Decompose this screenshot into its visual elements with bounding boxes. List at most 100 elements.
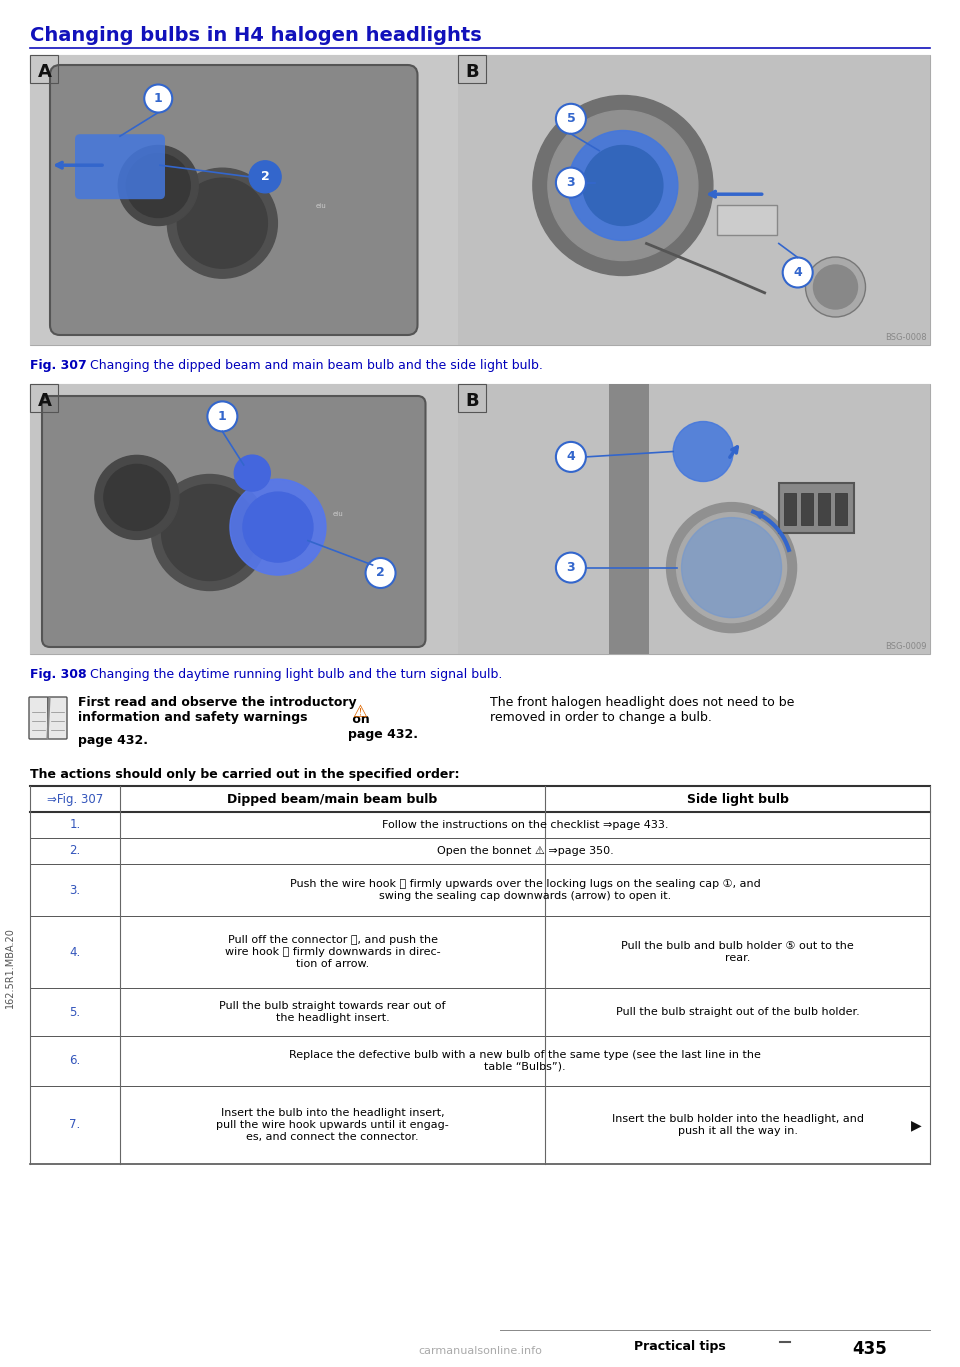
Circle shape — [677, 513, 786, 622]
Text: Pull the bulb and bulb holder ⑤ out to the
rear.: Pull the bulb and bulb holder ⑤ out to t… — [621, 942, 853, 962]
Bar — [30, 384, 458, 653]
Circle shape — [127, 153, 190, 217]
Circle shape — [682, 518, 781, 618]
Text: 6.: 6. — [69, 1054, 81, 1068]
Text: Insert the bulb into the headlight insert,
pull the wire hook upwards until it e: Insert the bulb into the headlight inser… — [216, 1109, 449, 1141]
Text: Push the wire hook Ⓒ firmly upwards over the locking lugs on the sealing cap ①, : Push the wire hook Ⓒ firmly upwards over… — [290, 879, 760, 901]
Text: 3.: 3. — [69, 883, 81, 897]
Text: 7.: 7. — [69, 1118, 81, 1132]
Text: Practical tips: Practical tips — [635, 1340, 726, 1353]
Bar — [717, 205, 778, 235]
Text: Changing the dipped beam and main beam bulb and the side light bulb.: Changing the dipped beam and main beam b… — [82, 360, 542, 372]
Bar — [30, 384, 58, 411]
Bar — [818, 492, 829, 525]
Text: Changing the daytime running light bulb and the turn signal bulb.: Changing the daytime running light bulb … — [82, 668, 502, 681]
Circle shape — [556, 168, 586, 198]
Circle shape — [548, 111, 698, 261]
Text: 1: 1 — [218, 410, 227, 422]
Circle shape — [161, 484, 257, 581]
Text: 1.: 1. — [69, 819, 81, 831]
Circle shape — [178, 178, 268, 268]
Text: Side light bulb: Side light bulb — [686, 793, 788, 805]
Circle shape — [583, 145, 662, 226]
Text: 3: 3 — [566, 176, 575, 189]
Circle shape — [243, 492, 313, 562]
Circle shape — [533, 96, 713, 276]
Bar — [783, 492, 796, 525]
Circle shape — [95, 455, 179, 540]
Bar — [801, 492, 813, 525]
Bar — [30, 55, 58, 83]
Circle shape — [167, 168, 277, 279]
Bar — [30, 55, 458, 344]
Circle shape — [144, 85, 172, 112]
Text: 2: 2 — [376, 566, 385, 580]
Circle shape — [250, 161, 281, 193]
Bar — [458, 384, 486, 411]
Circle shape — [673, 421, 733, 481]
Text: Replace the defective bulb with a new bulb of the same type (see the last line i: Replace the defective bulb with a new bu… — [289, 1050, 761, 1072]
Circle shape — [568, 130, 678, 241]
Bar — [458, 55, 930, 344]
Circle shape — [104, 465, 170, 530]
Text: BSG-0009: BSG-0009 — [885, 642, 927, 651]
Text: eiu: eiu — [315, 202, 326, 209]
Bar — [30, 384, 930, 653]
FancyBboxPatch shape — [50, 66, 418, 335]
Circle shape — [207, 402, 237, 432]
Text: BSG-0008: BSG-0008 — [885, 334, 927, 342]
Circle shape — [230, 478, 326, 576]
Text: Open the bonnet ⚠ ⇒page 350.: Open the bonnet ⚠ ⇒page 350. — [437, 846, 613, 856]
Text: 2.: 2. — [69, 845, 81, 857]
Text: Fig. 308: Fig. 308 — [30, 668, 86, 681]
Circle shape — [666, 503, 797, 633]
Text: 1: 1 — [154, 92, 162, 105]
Circle shape — [118, 145, 199, 226]
Bar — [458, 55, 486, 83]
FancyBboxPatch shape — [29, 697, 48, 740]
Circle shape — [556, 104, 586, 134]
Bar — [609, 384, 649, 653]
Text: 5: 5 — [566, 112, 575, 126]
Circle shape — [234, 455, 271, 491]
Text: Pull the bulb straight out of the bulb holder.: Pull the bulb straight out of the bulb h… — [615, 1007, 859, 1017]
Text: 435: 435 — [852, 1340, 887, 1357]
FancyBboxPatch shape — [48, 697, 67, 740]
Text: The front halogen headlight does not need to be
removed in order to change a bul: The front halogen headlight does not nee… — [490, 696, 794, 725]
Bar — [835, 492, 847, 525]
Text: 4: 4 — [793, 267, 802, 279]
Text: on
page 432.: on page 432. — [348, 714, 418, 741]
Text: First read and observe the introductory
information and safety warnings: First read and observe the introductory … — [78, 696, 356, 725]
Circle shape — [805, 257, 866, 317]
Text: B: B — [466, 63, 479, 81]
Text: ⚠: ⚠ — [352, 703, 368, 720]
Text: A: A — [38, 392, 52, 410]
Text: B: B — [466, 392, 479, 410]
Text: ⇒Fig. 307: ⇒Fig. 307 — [47, 793, 103, 805]
Text: Insert the bulb holder into the headlight, and
push it all the way in.: Insert the bulb holder into the headligh… — [612, 1114, 863, 1136]
Text: page 432.: page 432. — [78, 734, 148, 746]
Text: ▶: ▶ — [911, 1118, 922, 1132]
FancyBboxPatch shape — [42, 396, 425, 647]
Circle shape — [556, 552, 586, 582]
Text: 162.5R1.MBA.20: 162.5R1.MBA.20 — [5, 928, 15, 1009]
Text: 5.: 5. — [69, 1006, 81, 1018]
Circle shape — [782, 257, 813, 287]
Text: eiu: eiu — [332, 511, 343, 517]
Circle shape — [813, 265, 857, 309]
Text: 2: 2 — [261, 171, 270, 183]
Bar — [30, 55, 930, 344]
Text: 4.: 4. — [69, 946, 81, 958]
Circle shape — [152, 474, 268, 591]
Text: Fig. 307: Fig. 307 — [30, 360, 86, 372]
Bar — [458, 384, 930, 653]
Text: Pull off the connector Ⓓ, and push the
wire hook Ⓔ firmly downwards in direc-
ti: Pull off the connector Ⓓ, and push the w… — [225, 935, 441, 969]
Bar — [779, 483, 853, 533]
Text: 3: 3 — [566, 560, 575, 574]
Circle shape — [366, 558, 396, 588]
Text: A: A — [38, 63, 52, 81]
Text: The actions should only be carried out in the specified order:: The actions should only be carried out i… — [30, 768, 460, 781]
Text: 4: 4 — [566, 450, 575, 463]
Text: Pull the bulb straight towards rear out of
the headlight insert.: Pull the bulb straight towards rear out … — [219, 1001, 445, 1023]
Circle shape — [556, 442, 586, 472]
